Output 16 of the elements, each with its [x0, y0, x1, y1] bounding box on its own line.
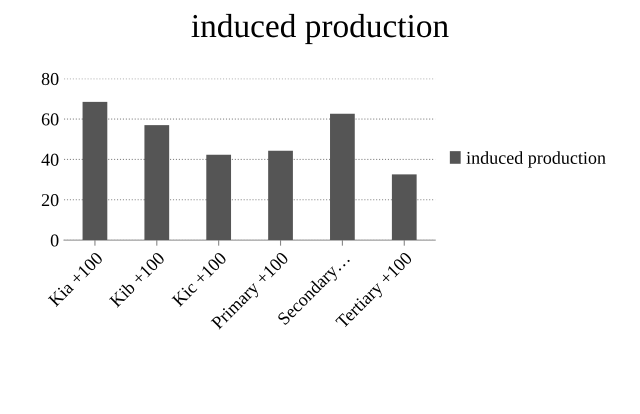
bar: [330, 114, 355, 240]
x-tick-label: Kic +100: [171, 251, 228, 308]
y-tick-label: 0: [50, 234, 58, 247]
bar: [144, 125, 170, 240]
bar: [268, 150, 293, 240]
x-tick-label: Kia +100: [48, 251, 104, 308]
y-tick-label: 60: [42, 113, 58, 126]
y-tick-label: 40: [41, 154, 58, 166]
bar: [392, 174, 417, 240]
y-tick-label: 20: [42, 194, 58, 206]
chart-title: induced production: [192, 14, 449, 44]
y-tick-label: 80: [42, 72, 58, 86]
x-tick-label: Kib +100: [108, 251, 166, 308]
bar: [206, 154, 232, 240]
bar: [82, 102, 108, 240]
legend-label: induced production: [466, 151, 606, 168]
